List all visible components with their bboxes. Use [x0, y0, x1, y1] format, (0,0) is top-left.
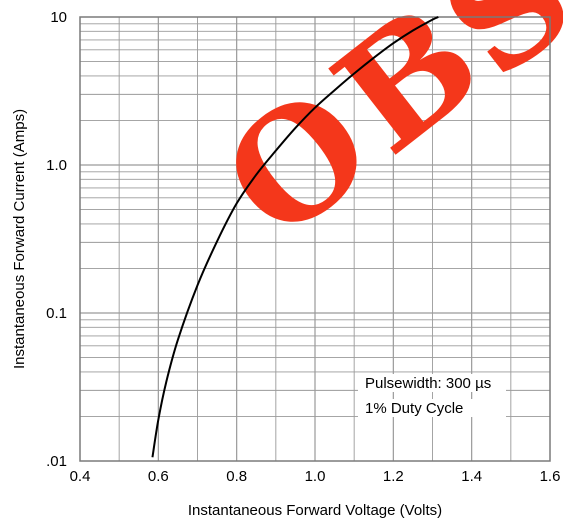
annotation-background: [358, 399, 506, 417]
x-tick-label: 0.8: [226, 468, 247, 485]
x-tick-label: 1.0: [305, 468, 326, 485]
x-tick-label: 0.4: [70, 468, 91, 485]
x-axis-label: Instantaneous Forward Voltage (Volts): [188, 502, 442, 519]
annotation-text: 1% Duty Cycle: [365, 400, 463, 417]
y-tick-label: 0.1: [46, 305, 67, 322]
x-tick-label: 1.6: [540, 468, 561, 485]
x-tick-labels: 0.4 0.6 0.8 1.0 1.2 1.4 1.6: [70, 468, 561, 485]
annotation-text: Pulsewidth: 300 µs: [365, 375, 491, 392]
y-tick-label: 1.0: [46, 157, 67, 174]
y-axis-label: Instantaneous Forward Current (Amps): [11, 109, 28, 369]
annotation-background: [358, 374, 506, 392]
annotation-layer: Pulsewidth: 300 µs 1% Duty Cycle: [358, 374, 506, 417]
series-layer: [151, 16, 439, 458]
x-tick-label: 1.4: [461, 468, 482, 485]
x-tick-label: 1.2: [383, 468, 404, 485]
y-tick-label: 10: [50, 9, 67, 26]
annotation: 1% Duty Cycle: [358, 399, 506, 417]
x-tick-label: 0.6: [148, 468, 169, 485]
watermark: OBS: [192, 0, 563, 274]
y-tick-labels: .01 0.1 1.0 10: [46, 9, 67, 470]
y-tick-label: .01: [46, 453, 67, 470]
forward-current-curve: [151, 16, 439, 458]
plot-frame: [79, 16, 551, 462]
annotation: Pulsewidth: 300 µs: [358, 374, 506, 392]
